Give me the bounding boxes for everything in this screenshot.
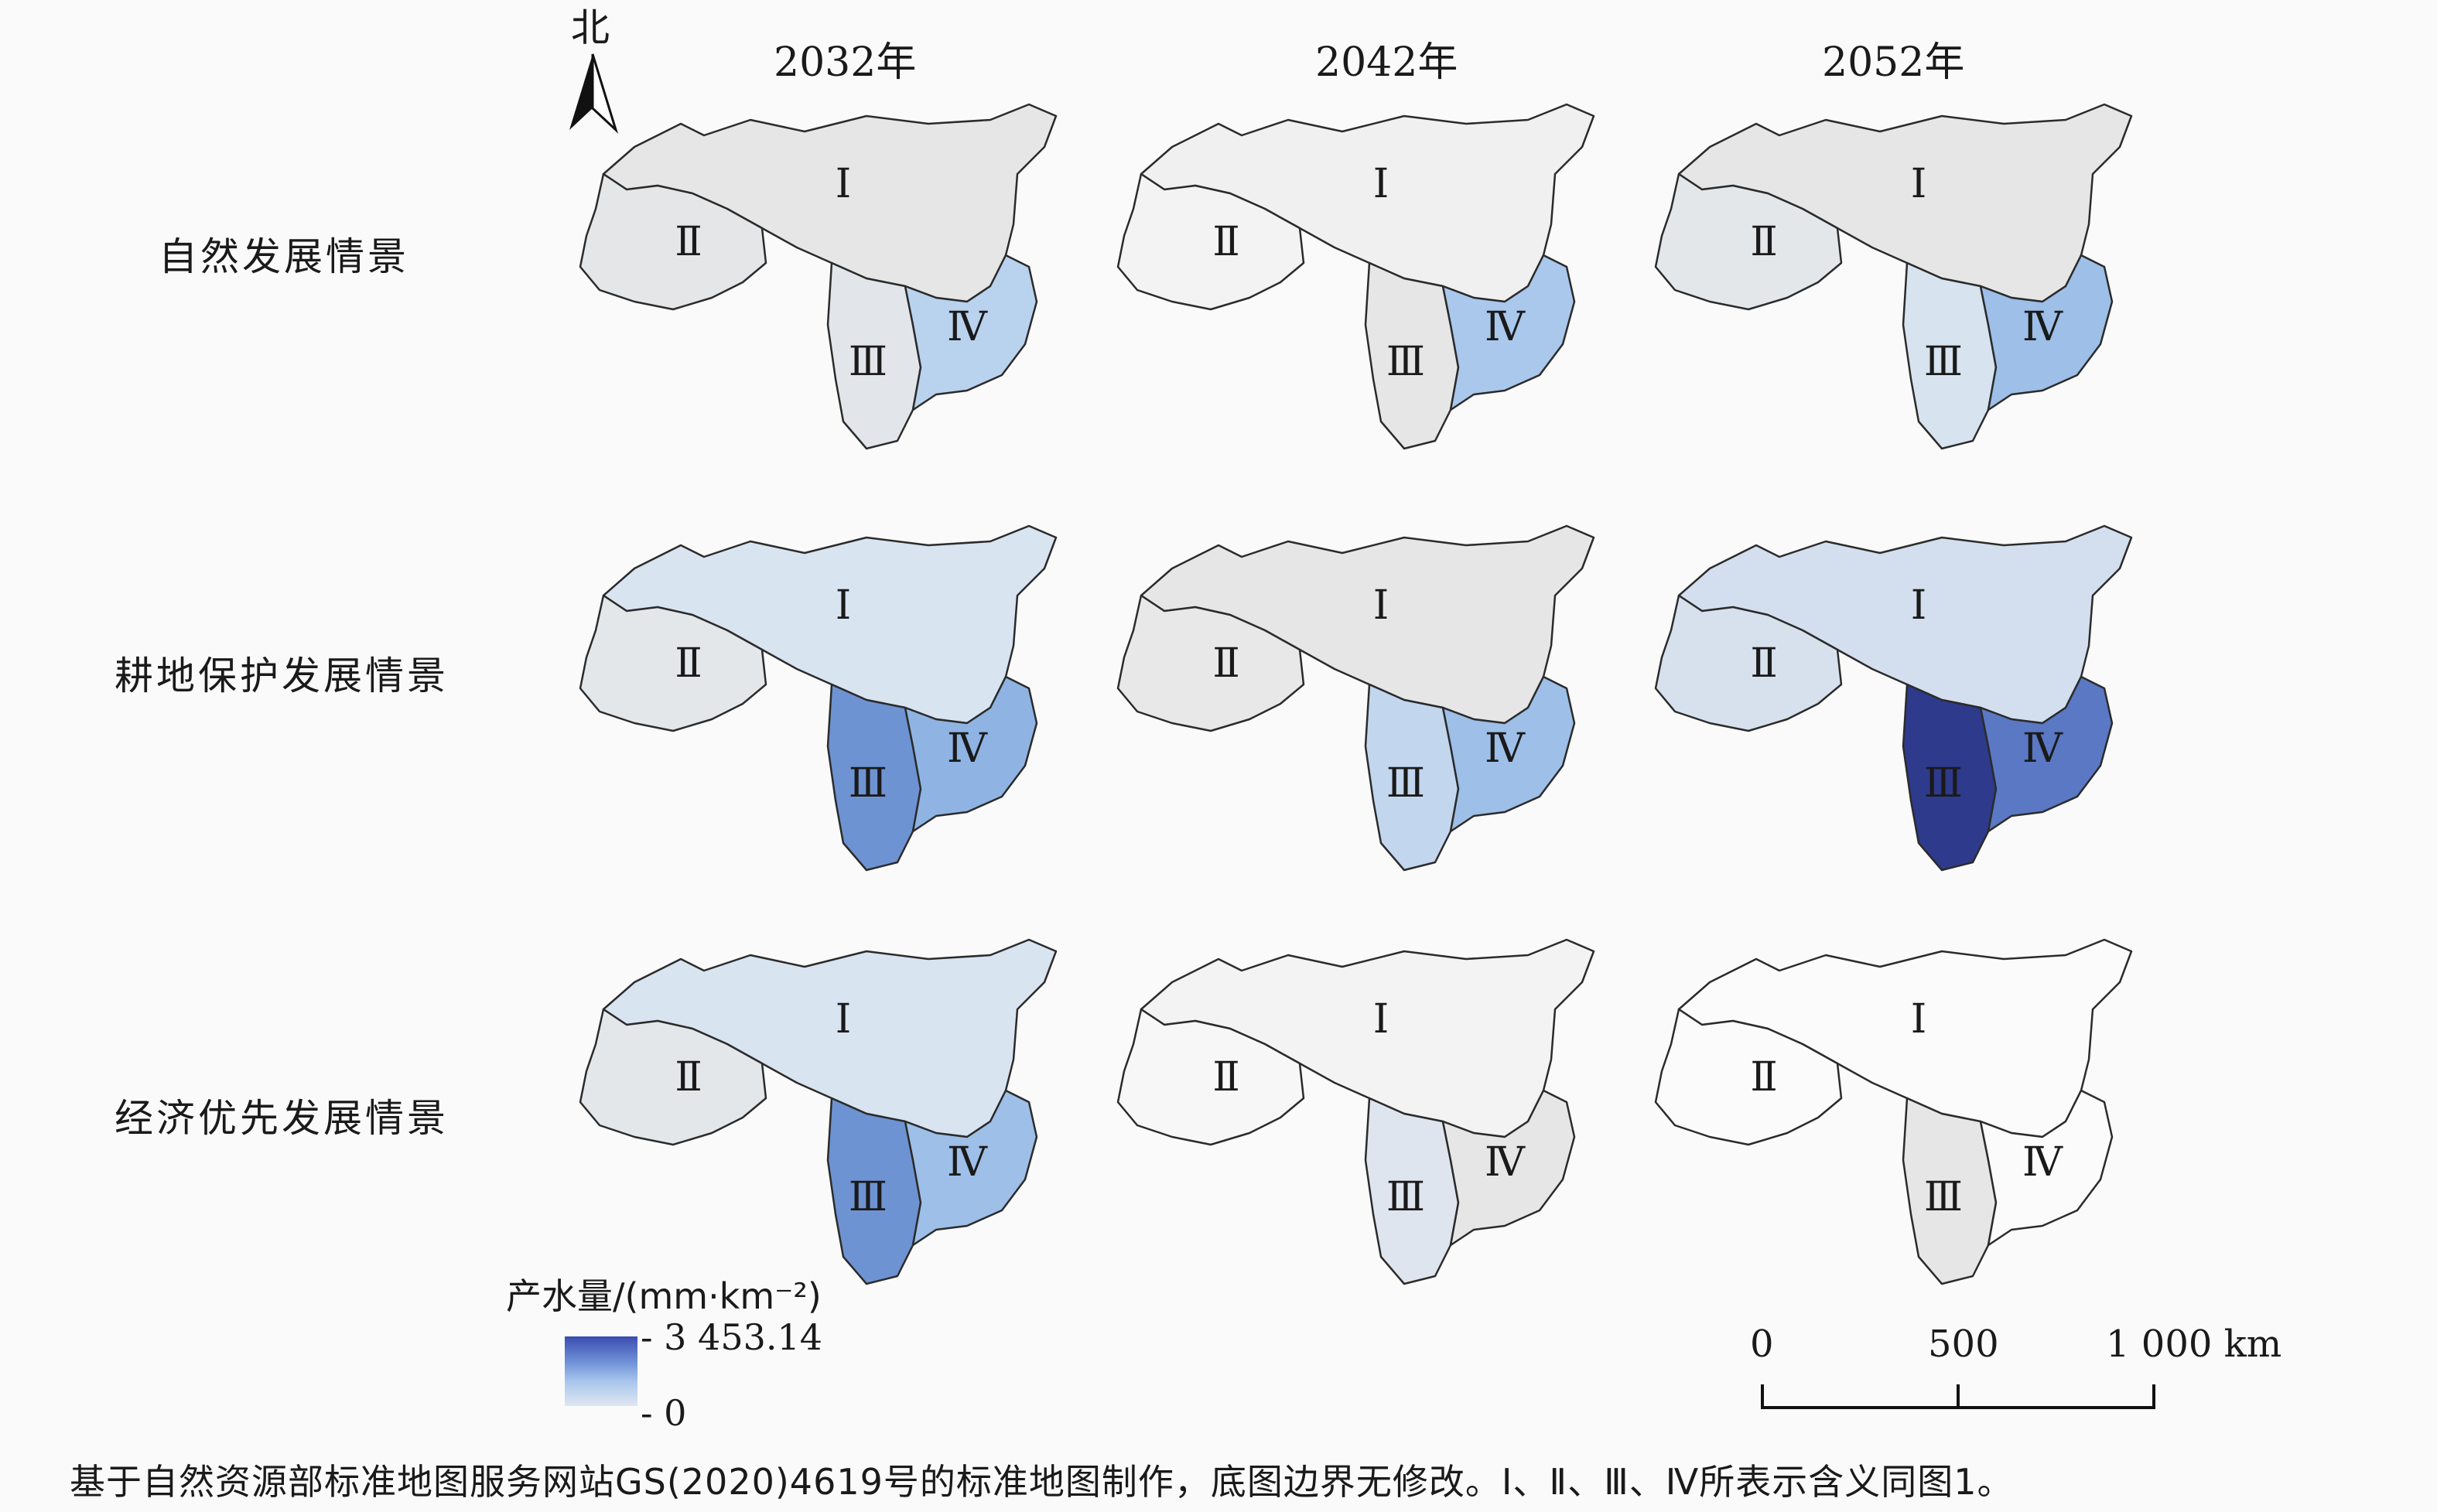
scale-tick-500: 500 bbox=[1928, 1323, 1999, 1366]
region-label-iii: Ⅲ bbox=[849, 760, 887, 807]
region-label-iv: Ⅳ bbox=[947, 304, 988, 350]
region-label-i: Ⅰ bbox=[1911, 582, 1927, 629]
region-iv bbox=[904, 1089, 1038, 1247]
region-ii bbox=[579, 1008, 767, 1146]
region-label-ii: Ⅱ bbox=[675, 1054, 702, 1101]
north-label: 北 bbox=[571, 5, 610, 50]
water-yield-map: Ⅰ Ⅱ Ⅲ Ⅳ bbox=[1116, 103, 1595, 450]
region-label-iii: Ⅲ bbox=[1924, 760, 1963, 807]
region-iv bbox=[1979, 1089, 2114, 1247]
region-iv bbox=[904, 254, 1038, 411]
region-label-i: Ⅰ bbox=[1373, 161, 1389, 207]
region-iv bbox=[1441, 254, 1576, 411]
region-iii bbox=[1364, 1097, 1460, 1285]
region-iv bbox=[904, 675, 1038, 833]
water-yield-map: Ⅰ Ⅱ Ⅲ Ⅳ bbox=[1116, 524, 1595, 872]
region-label-iv: Ⅳ bbox=[2022, 304, 2063, 350]
region-iii bbox=[826, 683, 922, 872]
legend-max-value: 3 453.14 bbox=[664, 1316, 823, 1358]
region-ii bbox=[1116, 594, 1305, 732]
year-header-2052: 2052年 bbox=[1822, 39, 1965, 86]
region-ii bbox=[1116, 1008, 1305, 1146]
scale-bar bbox=[1761, 1384, 2155, 1409]
water-yield-map: Ⅰ Ⅱ Ⅲ Ⅳ bbox=[579, 524, 1058, 872]
region-label-iv: Ⅳ bbox=[1485, 725, 1526, 772]
legend-title: 产水量/(mm·km⁻²) bbox=[506, 1275, 822, 1317]
region-iii bbox=[826, 261, 922, 450]
region-label-i: Ⅰ bbox=[1373, 582, 1389, 629]
region-label-ii: Ⅱ bbox=[1212, 640, 1239, 687]
region-label-iii: Ⅲ bbox=[1924, 339, 1963, 385]
scenario-label-natural: 自然发展情景 bbox=[159, 234, 409, 279]
region-ii bbox=[579, 594, 767, 732]
region-label-ii: Ⅱ bbox=[675, 640, 702, 687]
region-label-i: Ⅰ bbox=[1911, 161, 1927, 207]
region-label-iii: Ⅲ bbox=[849, 1174, 887, 1220]
water-yield-map: Ⅰ Ⅱ Ⅲ Ⅳ bbox=[1654, 524, 2133, 872]
region-label-iii: Ⅲ bbox=[1386, 760, 1425, 807]
region-label-ii: Ⅱ bbox=[1750, 1054, 1777, 1101]
region-label-iii: Ⅲ bbox=[1386, 339, 1425, 385]
region-label-ii: Ⅱ bbox=[1212, 1054, 1239, 1101]
region-label-iii: Ⅲ bbox=[1386, 1174, 1425, 1220]
legend-min-value: 0 bbox=[664, 1392, 687, 1434]
year-header-2032: 2032年 bbox=[774, 39, 917, 86]
region-iii bbox=[1364, 261, 1460, 450]
region-ii bbox=[1654, 594, 1843, 732]
region-label-ii: Ⅱ bbox=[1750, 640, 1777, 687]
water-yield-map: Ⅰ Ⅱ Ⅲ Ⅳ bbox=[1654, 938, 2133, 1285]
legend-min-label: - 0 bbox=[641, 1392, 687, 1434]
region-ii bbox=[579, 172, 767, 311]
region-label-ii: Ⅱ bbox=[1750, 219, 1777, 265]
region-label-iii: Ⅲ bbox=[1924, 1174, 1963, 1220]
region-iii bbox=[1364, 683, 1460, 872]
map-footnote: 基于自然资源部标准地图服务网站GS(2020)4619号的标准地图制作，底图边界… bbox=[70, 1461, 2014, 1503]
north-arrow-icon bbox=[569, 53, 619, 134]
region-iii bbox=[1902, 683, 1998, 872]
water-yield-map: Ⅰ Ⅱ Ⅲ Ⅳ bbox=[1654, 103, 2133, 450]
year-header-2042: 2042年 bbox=[1315, 39, 1458, 86]
region-label-iv: Ⅳ bbox=[947, 725, 988, 772]
region-label-iii: Ⅲ bbox=[849, 339, 887, 385]
legend-max-label: - 3 453.14 bbox=[641, 1316, 823, 1358]
scenario-label-economic: 经济优先发展情景 bbox=[115, 1096, 449, 1141]
region-label-i: Ⅰ bbox=[1911, 996, 1927, 1043]
region-iv bbox=[1979, 254, 2114, 411]
region-label-iv: Ⅳ bbox=[1485, 1139, 1526, 1186]
region-label-i: Ⅰ bbox=[836, 582, 852, 629]
region-label-iv: Ⅳ bbox=[947, 1139, 988, 1186]
region-iii bbox=[826, 1097, 922, 1285]
region-label-ii: Ⅱ bbox=[675, 219, 702, 265]
region-iii bbox=[1902, 1097, 1998, 1285]
region-ii bbox=[1654, 1008, 1843, 1146]
region-label-i: Ⅰ bbox=[836, 161, 852, 207]
region-ii bbox=[1654, 172, 1843, 311]
water-yield-map: Ⅰ Ⅱ Ⅲ Ⅳ bbox=[579, 938, 1058, 1285]
water-yield-map: Ⅰ Ⅱ Ⅲ Ⅳ bbox=[579, 103, 1058, 450]
region-label-iv: Ⅳ bbox=[1485, 304, 1526, 350]
scenario-label-farmland: 耕地保护发展情景 bbox=[115, 654, 449, 698]
region-label-i: Ⅰ bbox=[836, 996, 852, 1043]
scale-tick-0: 0 bbox=[1750, 1323, 1774, 1366]
legend-color-ramp bbox=[565, 1336, 637, 1406]
region-label-iv: Ⅳ bbox=[2022, 1139, 2063, 1186]
region-iv bbox=[1979, 675, 2114, 833]
region-label-iv: Ⅳ bbox=[2022, 725, 2063, 772]
scale-tick-1000: 1 000 km bbox=[2106, 1323, 2282, 1366]
water-yield-map: Ⅰ Ⅱ Ⅲ Ⅳ bbox=[1116, 938, 1595, 1285]
region-label-ii: Ⅱ bbox=[1212, 219, 1239, 265]
region-label-i: Ⅰ bbox=[1373, 996, 1389, 1043]
region-ii bbox=[1116, 172, 1305, 311]
region-iv bbox=[1441, 1089, 1576, 1247]
region-iv bbox=[1441, 675, 1576, 833]
region-iii bbox=[1902, 261, 1998, 450]
